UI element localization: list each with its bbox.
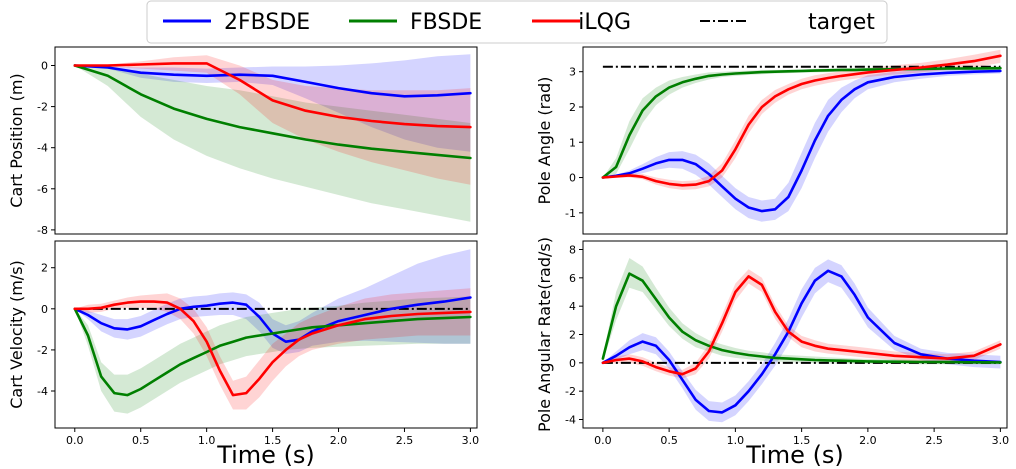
plot-area: [73, 249, 472, 414]
x-tick-label: 0.0: [594, 434, 612, 447]
x-tick-label: 0.5: [132, 434, 150, 447]
panel-cart-position: 0 -2 -4 -6 -8 Cart Position (m): [7, 46, 478, 237]
y-tick-label: 0: [41, 303, 48, 316]
series-line-2fbsde: [73, 296, 472, 343]
y-tick-label: 2: [569, 101, 576, 114]
y-tick-label: -2: [37, 344, 48, 357]
y-tick-label: 0: [569, 172, 576, 185]
series-line-ilqg: [73, 300, 472, 397]
y-tick-label: -2: [565, 385, 576, 398]
band-2fbsde: [74, 54, 471, 152]
band-ilqg: [74, 55, 471, 185]
series-line-2fbsde: [73, 64, 472, 98]
x-tick-label: 2.0: [859, 434, 877, 447]
panel-pole-angular-rate: 8 6 4 2 0 -2 -4 0.0 0.5 1.0 1.5 2.0 2.5 3.0 Pole Angul…: [535, 237, 1009, 469]
y-tick-label: 4: [569, 300, 576, 313]
x-axis-label: Time (s): [216, 441, 315, 469]
legend: 2FBSDE FBSDE iLQG target: [146, 0, 888, 44]
x-tick-label: 1.0: [727, 434, 745, 447]
legend-label-fbsde: FBSDE: [410, 10, 482, 35]
series-line-fbsde: [73, 64, 472, 160]
y-tick-label: -8: [37, 224, 48, 237]
x-tick-label: 2.5: [925, 434, 943, 447]
y-tick-label: 1: [569, 136, 576, 149]
panel-pole-angle: -1 0 1 2 3 Pole Angle (rad): [535, 46, 1008, 235]
x-tick-label: 1.5: [793, 434, 811, 447]
band-fbsde: [74, 296, 471, 414]
x-axis-label: Time (s): [745, 441, 844, 469]
y-tick-label: 6: [569, 272, 576, 285]
x-tick-label: 3.0: [992, 434, 1010, 447]
series-line-fbsde: [73, 307, 472, 397]
plot-area: [601, 49, 1002, 222]
y-tick-label: 2: [569, 329, 576, 342]
y-tick-label: -2: [37, 101, 48, 114]
y-tick-label: 3: [569, 66, 576, 79]
y-axis-label: Pole Angular Rate(rad/s): [535, 237, 554, 432]
series-line-2fbsde: [601, 69, 1002, 213]
x-tick-label: 0.5: [660, 434, 678, 447]
x-tick-label: 2.5: [396, 434, 414, 447]
y-tick-label: -4: [37, 385, 48, 398]
plot-area: [601, 258, 1002, 423]
legend-label-target: target: [808, 10, 875, 35]
axes-frame: [54, 240, 478, 429]
band-2fbsde: [74, 249, 471, 354]
y-tick-label: -4: [565, 414, 576, 427]
panel-cart-velocity: 2 0 -2 -4 0.0 0.5 1.0 1.5 2.0 2.5 3.0 Cart Velocity…: [7, 240, 480, 469]
series-line-ilqg: [601, 54, 1002, 187]
legend-frame: [146, 0, 888, 44]
x-tick-label: 3.0: [462, 434, 480, 447]
y-axis-label: Cart Position (m): [7, 73, 26, 207]
legend-label-ilqg: iLQG: [578, 10, 631, 35]
y-tick-label: -6: [37, 183, 48, 196]
series-line-ilqg: [73, 62, 472, 129]
y-tick-label: -4: [37, 142, 48, 155]
y-tick-label: 8: [569, 244, 576, 257]
axes-frame: [54, 46, 478, 235]
y-tick-label: 0: [569, 357, 576, 370]
x-tick-label: 1.0: [198, 434, 216, 447]
x-tick-label: 2.0: [330, 434, 348, 447]
band-fbsde: [74, 65, 471, 222]
series-line-2fbsde: [601, 269, 1002, 414]
y-axis-label: Cart Velocity (m/s): [7, 260, 26, 409]
y-axis-label: Pole Angle (rad): [535, 77, 554, 205]
x-tick-label: 0.0: [66, 434, 84, 447]
series-line-ilqg: [601, 275, 1002, 376]
band-2fbsde: [602, 259, 1001, 423]
band-fbsde: [602, 258, 1001, 365]
y-tick-label: 0: [41, 59, 48, 72]
series-line-fbsde: [601, 272, 1002, 364]
axes-frame: [582, 46, 1008, 235]
y-tick-label: -1: [565, 207, 576, 220]
plot-area: [73, 54, 472, 222]
legend-label-2fbsde: 2FBSDE: [224, 10, 310, 35]
y-tick-label: 2: [41, 262, 48, 275]
x-tick-label: 1.5: [264, 434, 282, 447]
